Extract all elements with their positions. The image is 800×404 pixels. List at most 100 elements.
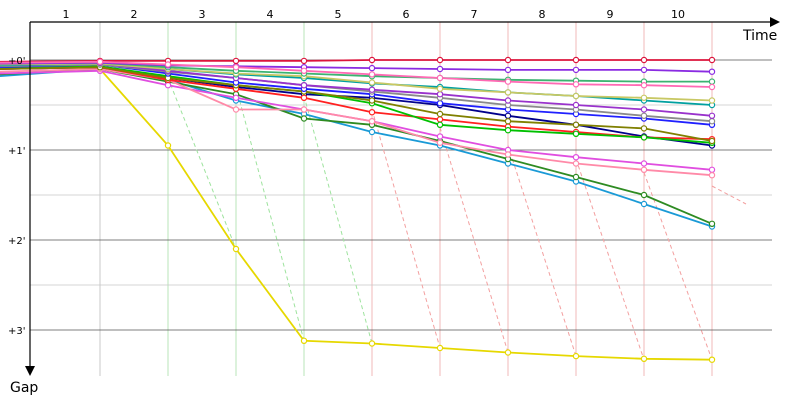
series-point [572, 130, 580, 137]
y-axis-label: Gap [10, 380, 38, 396]
series-point [708, 68, 716, 75]
series-point [572, 153, 580, 161]
y-tick-label: +3' [8, 326, 26, 337]
series-point [436, 344, 444, 352]
series-point [572, 352, 580, 360]
series-point [368, 86, 376, 93]
series-point [708, 56, 716, 64]
series-point [504, 66, 512, 74]
series-point [708, 117, 716, 125]
x-tick-label: 6 [403, 8, 410, 21]
series-point [572, 160, 580, 167]
series-point [436, 133, 444, 140]
dashed-link [235, 86, 305, 341]
series-point [640, 134, 648, 141]
series-point [708, 356, 716, 363]
dashed-link [575, 158, 645, 360]
series-point [436, 99, 444, 107]
series-point [572, 66, 580, 74]
series-point [640, 94, 648, 102]
series-point [368, 108, 376, 116]
series-point [504, 56, 512, 64]
dashed-link [643, 172, 713, 360]
series-point [640, 125, 648, 132]
series-point [300, 337, 308, 344]
series-point [708, 97, 716, 104]
series-point [368, 71, 376, 78]
series-point [708, 166, 716, 173]
series-point [572, 81, 580, 88]
series-point [436, 116, 444, 123]
dashed-link [507, 145, 577, 357]
series-point [504, 78, 512, 85]
x-tick-label: 5 [335, 8, 342, 21]
series-point [368, 64, 376, 72]
dashed-link-lines [167, 77, 747, 360]
series-point [232, 57, 240, 65]
series-point [164, 61, 172, 68]
y-tick-label: +1' [8, 146, 26, 157]
series-point [368, 79, 376, 86]
series-lines [0, 56, 716, 363]
series-point [368, 340, 376, 347]
series-point [436, 121, 444, 129]
series-point [232, 106, 240, 113]
series-point [436, 90, 444, 98]
series-point [708, 220, 716, 227]
x-tick-label: 7 [471, 8, 478, 21]
series-point [504, 89, 512, 96]
x-tick-label: 10 [671, 8, 685, 21]
y-tick-label: +0' [8, 56, 26, 67]
series-point [504, 112, 512, 120]
series-point [300, 81, 308, 89]
series-point [164, 142, 172, 149]
series-point [368, 56, 376, 64]
x-tick-label: 4 [267, 8, 274, 21]
series-point [708, 78, 716, 85]
series-point [436, 65, 444, 73]
series-point [164, 81, 172, 89]
series-point [708, 171, 716, 179]
series-point [436, 110, 444, 118]
series-point [436, 139, 444, 146]
y-tick-label: +2' [8, 236, 26, 247]
x-tick-labels: 1 2 3 4 5 6 7 8 9 10 [63, 8, 686, 21]
y-tick-labels: +0' +1' +2' +3' [8, 56, 26, 337]
series-point [504, 349, 512, 356]
series-point [300, 115, 308, 122]
series-point [300, 106, 308, 113]
series-point [300, 57, 308, 65]
series-17 [0, 56, 716, 65]
series-point [436, 56, 444, 64]
series-point [708, 112, 716, 120]
x-axis-arrow-icon [770, 17, 780, 27]
series-point [708, 83, 716, 91]
series-point [640, 66, 648, 74]
series-point [300, 67, 308, 75]
series-point [572, 101, 580, 109]
x-tick-label: 1 [63, 8, 70, 21]
dashed-link [167, 77, 237, 250]
series-point [232, 63, 240, 71]
series-18 [0, 58, 716, 91]
series-point [368, 117, 376, 125]
series-point [640, 355, 648, 362]
series-point [708, 137, 716, 145]
x-tick-label: 2 [131, 8, 138, 21]
series-point [640, 81, 648, 89]
series-point [572, 173, 580, 181]
x-tick-label: 8 [539, 8, 546, 21]
x-tick-label: 3 [199, 8, 206, 21]
series-point [572, 121, 580, 129]
series-point [232, 245, 240, 253]
series-point [572, 92, 580, 100]
x-tick-label: 9 [607, 8, 614, 21]
series-point [640, 56, 648, 64]
series-point [640, 191, 648, 199]
series-point [640, 160, 648, 167]
series-point [232, 94, 240, 102]
horizontal-grid-lines [30, 59, 772, 331]
series-point [300, 94, 308, 102]
